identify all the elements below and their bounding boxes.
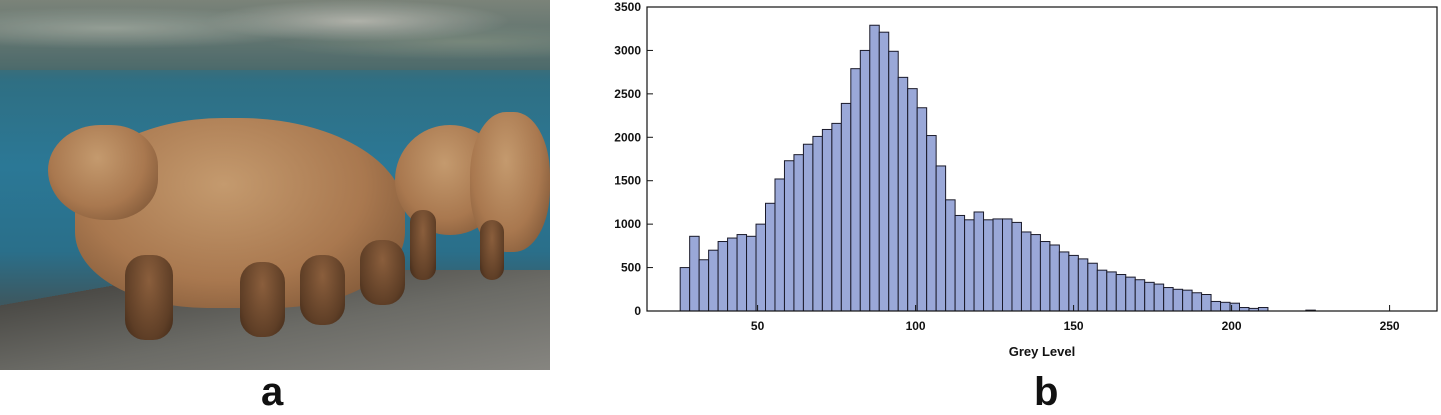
x-axis-title: Grey Level — [1009, 344, 1076, 359]
histogram-bar — [869, 24, 880, 312]
cub-leg — [410, 210, 436, 280]
histogram-bar — [783, 160, 795, 312]
histogram-bar — [926, 135, 937, 312]
histogram-bar — [1144, 281, 1155, 312]
histogram-bar — [1002, 218, 1013, 312]
histogram-bar — [1172, 288, 1184, 312]
histogram-bar — [1191, 292, 1203, 312]
histogram-bar — [698, 259, 710, 312]
y-tick-label: 3000 — [614, 43, 641, 57]
histogram-bar — [1020, 231, 1032, 312]
plot-frame — [646, 6, 1438, 312]
histogram-bar — [935, 165, 947, 312]
histogram-bar — [679, 267, 691, 312]
histogram-bar — [888, 50, 899, 312]
histogram-bar — [1077, 258, 1089, 312]
histogram-bar — [1011, 221, 1022, 312]
histogram-bar — [1058, 251, 1070, 312]
histogram-bar — [1096, 269, 1108, 312]
histogram-bar — [992, 218, 1004, 312]
bear-photo — [0, 0, 550, 370]
histogram-bar — [1182, 289, 1193, 312]
y-tick-label: 1500 — [614, 174, 641, 188]
histogram-bar — [1134, 279, 1146, 312]
histogram-bar — [831, 122, 842, 312]
histogram-bar — [907, 88, 918, 312]
histogram-bar — [717, 241, 729, 312]
histogram-bar — [736, 234, 748, 312]
x-tick-label: 200 — [1222, 319, 1242, 333]
y-tick-label: 2000 — [614, 130, 641, 144]
chart-axes: 0 500 1000 1500 2000 2500 3000 3500 50 100 150 200 2… — [614, 0, 1438, 333]
histogram-bar — [746, 235, 757, 312]
adult-bear-leg — [240, 262, 285, 337]
histogram-bar — [878, 31, 890, 312]
histogram-bar — [1210, 300, 1222, 312]
x-tick-label: 250 — [1380, 319, 1400, 333]
adult-bear-leg — [300, 255, 345, 325]
histogram-bar — [1163, 287, 1174, 312]
y-tick-label: 500 — [621, 261, 641, 275]
histogram-bar — [774, 178, 785, 312]
histogram-bar — [765, 202, 776, 312]
histogram-bar — [812, 135, 823, 312]
histogram-bar — [755, 223, 767, 312]
histogram-bars — [679, 24, 1316, 312]
histogram-bar — [1125, 276, 1136, 312]
histogram-bar — [802, 143, 814, 312]
x-tick-label: 50 — [751, 319, 765, 333]
histogram-bar — [850, 68, 861, 312]
histogram-bar — [1106, 271, 1117, 312]
histogram-bar — [840, 102, 852, 312]
photo-rocks — [0, 0, 550, 70]
histogram-bar — [945, 199, 956, 312]
y-tick-label: 3500 — [614, 0, 641, 14]
histogram-bar — [964, 219, 975, 312]
histogram-bar — [916, 107, 928, 312]
x-tick-label: 150 — [1064, 319, 1084, 333]
histogram-bar — [708, 249, 719, 312]
histogram-bar — [1039, 241, 1051, 312]
panel-label-b: b — [1034, 370, 1059, 414]
panel-label-a: a — [261, 370, 284, 414]
adult-bear-head — [48, 125, 158, 220]
cub-leg — [480, 220, 504, 280]
histogram-bar — [727, 237, 738, 312]
y-tick-label: 1000 — [614, 217, 641, 231]
adult-bear-leg — [125, 255, 173, 340]
histogram-bar — [983, 219, 994, 312]
y-tick-label: 2500 — [614, 87, 641, 101]
histogram-bar — [859, 49, 871, 312]
histogram-bar — [689, 235, 700, 312]
histogram-bar — [1220, 301, 1231, 312]
histogram-bar — [793, 154, 804, 312]
x-tick-label: 100 — [906, 319, 926, 333]
histogram-bar — [821, 128, 833, 312]
adult-bear-leg — [360, 240, 405, 305]
histogram-bar — [1049, 244, 1060, 312]
histogram-bar — [1201, 293, 1212, 312]
histogram-bar — [1068, 254, 1079, 312]
histogram-bar — [897, 76, 909, 312]
y-tick-label: 0 — [634, 304, 641, 318]
histogram-bar — [954, 214, 966, 312]
histogram-bar — [1153, 283, 1165, 312]
histogram-bar — [973, 211, 985, 312]
histogram-bar — [1030, 234, 1041, 312]
histogram-bar — [1115, 274, 1127, 312]
histogram-bar — [1087, 262, 1098, 312]
